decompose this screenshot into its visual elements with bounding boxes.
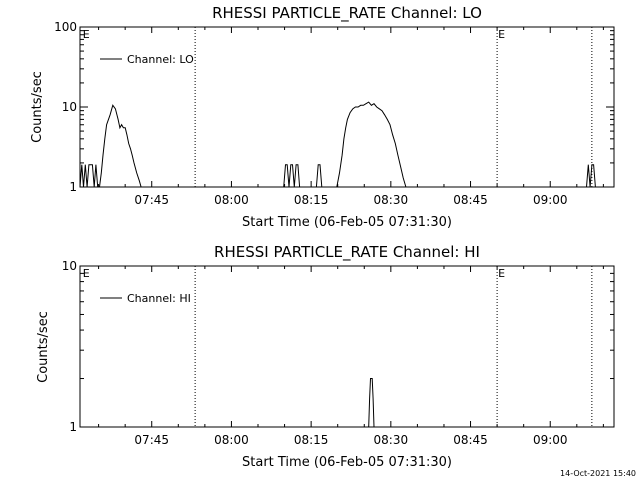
y-tick-label: 1	[69, 180, 77, 194]
x-tick-label: 08:15	[294, 193, 329, 207]
x-tick-label: 09:00	[533, 193, 568, 207]
y-ticks: 1 10	[62, 259, 614, 434]
x-tick-label: 08:15	[294, 433, 329, 447]
x-tick-label: 07:45	[134, 193, 169, 207]
x-axis-label: Start Time (06-Feb-05 07:31:30)	[242, 215, 452, 230]
legend-label: Channel: HI	[127, 292, 191, 305]
data-series	[79, 101, 599, 188]
event-marker-label: E	[498, 267, 505, 280]
data-series	[80, 378, 614, 428]
y-tick-label: 100	[54, 20, 77, 34]
x-ticks: 07:45 08:00 08:15 08:30 08:45 09:00	[98, 27, 604, 207]
y-ticks: 1 10 100	[54, 20, 614, 194]
chart-panel-lo: RHESSI PARTICLE_RATE Channel: LO 07:45 08…	[30, 4, 615, 230]
event-marker-label: E	[83, 267, 90, 280]
y-axis-label: Counts/sec	[30, 71, 45, 143]
y-axis-label: Counts/sec	[36, 311, 51, 383]
chart-title: RHESSI PARTICLE_RATE Channel: LO	[212, 4, 482, 23]
x-tick-label: 09:00	[533, 433, 568, 447]
chart-panel-hi: RHESSI PARTICLE_RATE Channel: HI 07:45 08…	[36, 243, 615, 470]
x-tick-label: 08:45	[453, 433, 488, 447]
x-tick-label: 08:45	[453, 193, 488, 207]
legend: Channel: HI	[100, 292, 191, 305]
legend-label: Channel: LO	[127, 53, 194, 66]
series-line	[80, 378, 614, 428]
plot-frame	[79, 26, 615, 188]
y-tick-label: 10	[62, 259, 77, 273]
legend: Channel: LO	[100, 53, 194, 66]
event-marker-label: E	[83, 28, 90, 41]
x-axis-label: Start Time (06-Feb-05 07:31:30)	[242, 455, 452, 470]
y-tick-label: 1	[69, 420, 77, 434]
event-marker-label: E	[498, 28, 505, 41]
x-tick-label: 08:30	[374, 193, 409, 207]
generated-timestamp: 14-Oct-2021 15:40	[560, 469, 636, 478]
x-tick-label: 08:00	[214, 433, 249, 447]
y-tick-label: 10	[62, 100, 77, 114]
x-tick-label: 07:45	[134, 433, 169, 447]
plot-frame	[79, 265, 615, 428]
x-tick-label: 08:30	[374, 433, 409, 447]
chart-title: RHESSI PARTICLE_RATE Channel: HI	[214, 243, 480, 262]
x-tick-label: 08:00	[214, 193, 249, 207]
series-line	[79, 101, 599, 188]
